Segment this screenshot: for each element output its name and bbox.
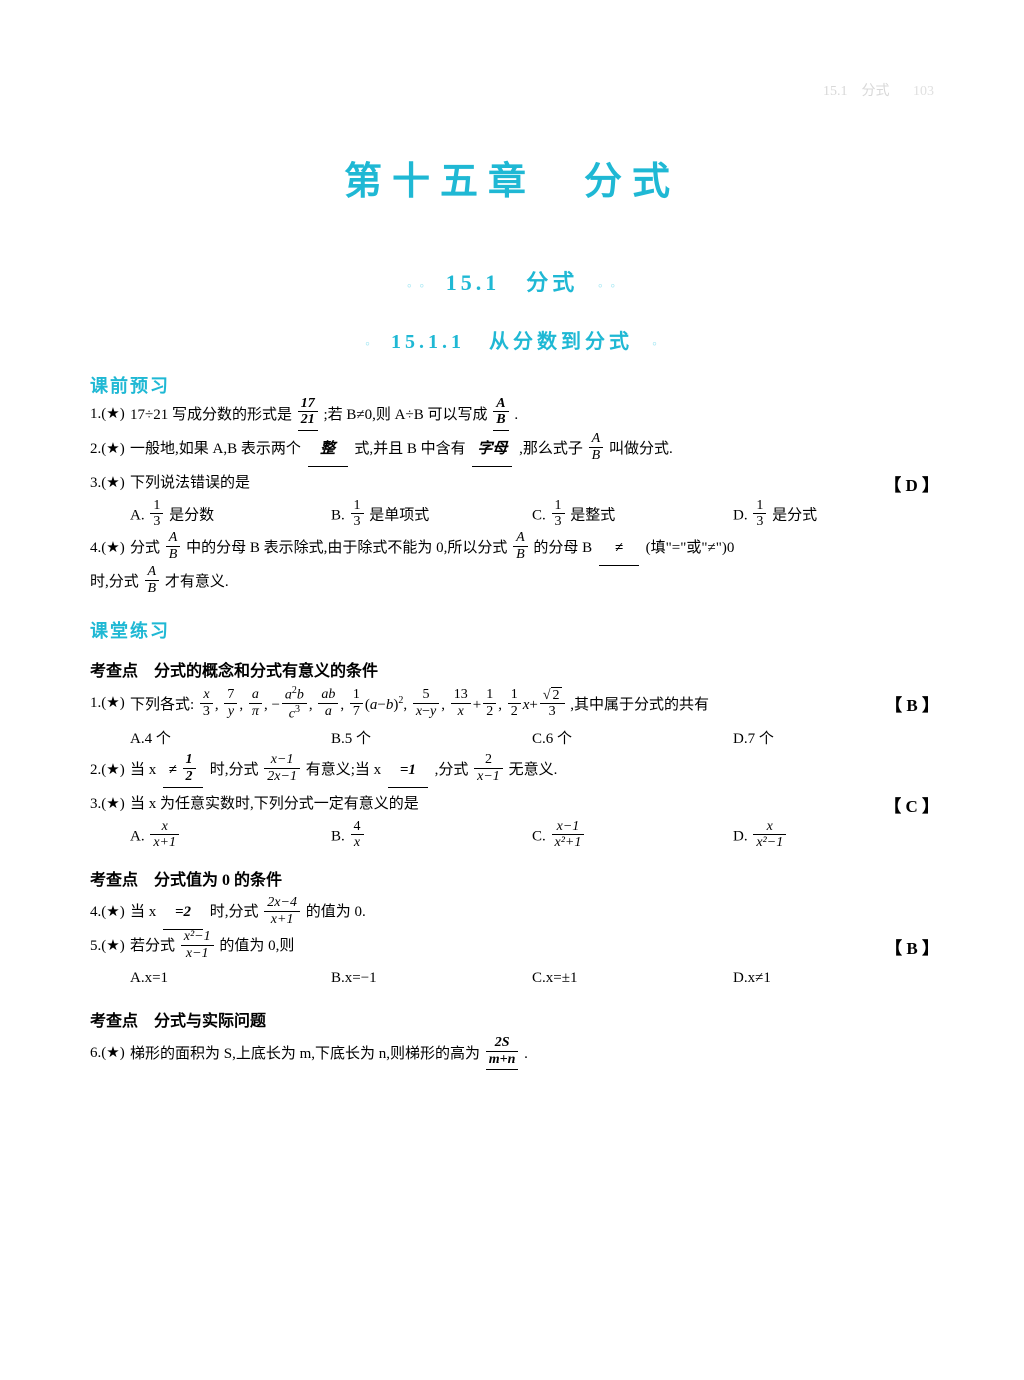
option-c: C. 13 是整式 [532, 500, 733, 532]
q-number: 4.(★) [90, 532, 128, 565]
practice-q1: 1.(★) 下列各式: x3, 7y, aπ, −a2bc3, aba, 17(… [130, 687, 934, 724]
option-d: D. xx²−1 [733, 821, 934, 853]
option-d: D.x≠1 [733, 963, 934, 993]
q-number: 6.(★) [90, 1037, 128, 1070]
option-a: A. xx+1 [130, 821, 331, 853]
option-b: B. 13 是单项式 [331, 500, 532, 532]
answer-blank: =2 [163, 896, 203, 930]
page-header: 15.1 分式 103 [823, 80, 934, 100]
options-row: A. xx+1 B. 4x C. x−1x²+1 D. xx²−1 [130, 821, 934, 853]
preview-q4: 4.(★) 分式 AB 中的分母 B 表示除式,由于除式不能为 0,所以分式 A… [130, 532, 934, 566]
option-a: A.4 个 [130, 724, 331, 754]
options-row: A. 13 是分数 B. 13 是单项式 C. 13 是整式 D. 13 是分式 [130, 500, 934, 532]
answer-blank: 17 21 [298, 396, 318, 431]
answer-blank: 字母 [472, 433, 512, 467]
option-c: C.6 个 [532, 724, 733, 754]
subsection-title-text: 15.1.1 从分数到分式 [391, 331, 633, 353]
answer-blank: =1 [388, 754, 428, 788]
answer-bracket: 【 C 】 [884, 788, 939, 825]
option-d: D. 13 是分式 [733, 500, 934, 532]
practice-q2: 2.(★) 当 x ≠ 12 时,分式 x−12x−1 有意义;当 x =1 ,… [130, 754, 934, 788]
preview-q2: 2.(★) 一般地,如果 A,B 表示两个 整 式,并且 B 中含有 字母 ,那… [130, 433, 934, 467]
answer-bracket: 【 B 】 [885, 930, 939, 967]
topic-heading-1: 考查点 分式的概念和分式有意义的条件 [90, 657, 934, 681]
options-row: A.x=1 B.x=−1 C.x=±1 D.x≠1 [130, 963, 934, 993]
q-number: 2.(★) [90, 754, 128, 787]
answer-blank: ≠ 12 [163, 754, 203, 788]
header-page-number: 103 [913, 84, 934, 99]
decor-icon: ◦ ◦ [407, 279, 426, 294]
practice-q4: 4.(★) 当 x =2 时,分式 2x−4x+1 的值为 0. [130, 896, 934, 930]
q-number: 5.(★) [90, 930, 128, 963]
answer-blank: ≠ [599, 532, 639, 566]
answer-bracket: 【 D 】 [884, 467, 939, 504]
option-b: B. 4x [331, 821, 532, 853]
q-number: 2.(★) [90, 433, 128, 466]
option-d: D.7 个 [733, 724, 934, 754]
answer-blank: 整 [308, 433, 348, 467]
preview-q4-continuation: 时,分式 AB 才有意义. [90, 566, 934, 599]
option-c: C.x=±1 [532, 963, 733, 993]
preview-q3: 3.(★) 下列说法错误的是 【 D 】 [130, 467, 934, 500]
decor-icon: ◦ [652, 337, 659, 352]
decor-icon: ◦ ◦ [598, 279, 617, 294]
q-number: 4.(★) [90, 896, 128, 929]
option-b: B.x=−1 [331, 963, 532, 993]
option-c: C. x−1x²+1 [532, 821, 733, 853]
preview-heading: 课前预习 [90, 372, 934, 398]
practice-q5: 5.(★) 若分式 x²−1x−1 的值为 0,则 【 B 】 [130, 930, 934, 963]
practice-q6: 6.(★) 梯形的面积为 S,上底长为 m,下底长为 n,则梯形的高为 2S m… [130, 1037, 934, 1072]
section-title-text: 15.1 分式 [446, 270, 579, 295]
header-section: 15.1 分式 [823, 84, 890, 99]
subsection-title: ◦ 15.1.1 从分数到分式 ◦ [90, 325, 934, 354]
option-b: B.5 个 [331, 724, 532, 754]
fraction: A B [589, 431, 604, 463]
practice-q3: 3.(★) 当 x 为任意实数时,下列分式一定有意义的是 【 C 】 [130, 788, 934, 821]
topic-heading-3: 考查点 分式与实际问题 [90, 1007, 934, 1031]
q-number: 1.(★) [90, 687, 128, 720]
q-number: 3.(★) [90, 788, 128, 821]
answer-blank: 2S m+n [486, 1035, 519, 1070]
option-a: A.x=1 [130, 963, 331, 993]
preview-q1: 1.(★) 17÷21 写成分数的形式是 17 21 ;若 B≠0,则 A÷B … [130, 398, 934, 433]
topic-heading-2: 考查点 分式值为 0 的条件 [90, 866, 934, 890]
option-a: A. 13 是分数 [130, 500, 331, 532]
answer-bracket: 【 B 】 [885, 687, 939, 724]
options-row: A.4 个 B.5 个 C.6 个 D.7 个 [130, 724, 934, 754]
chapter-title: 第十五章 分式 [90, 150, 934, 205]
decor-icon: ◦ [365, 337, 372, 352]
section-title: ◦ ◦ 15.1 分式 ◦ ◦ [90, 265, 934, 297]
practice-heading: 课堂练习 [90, 617, 934, 643]
q-number: 1.(★) [90, 398, 128, 431]
answer-blank: A B [493, 396, 508, 431]
q-number: 3.(★) [90, 467, 128, 500]
